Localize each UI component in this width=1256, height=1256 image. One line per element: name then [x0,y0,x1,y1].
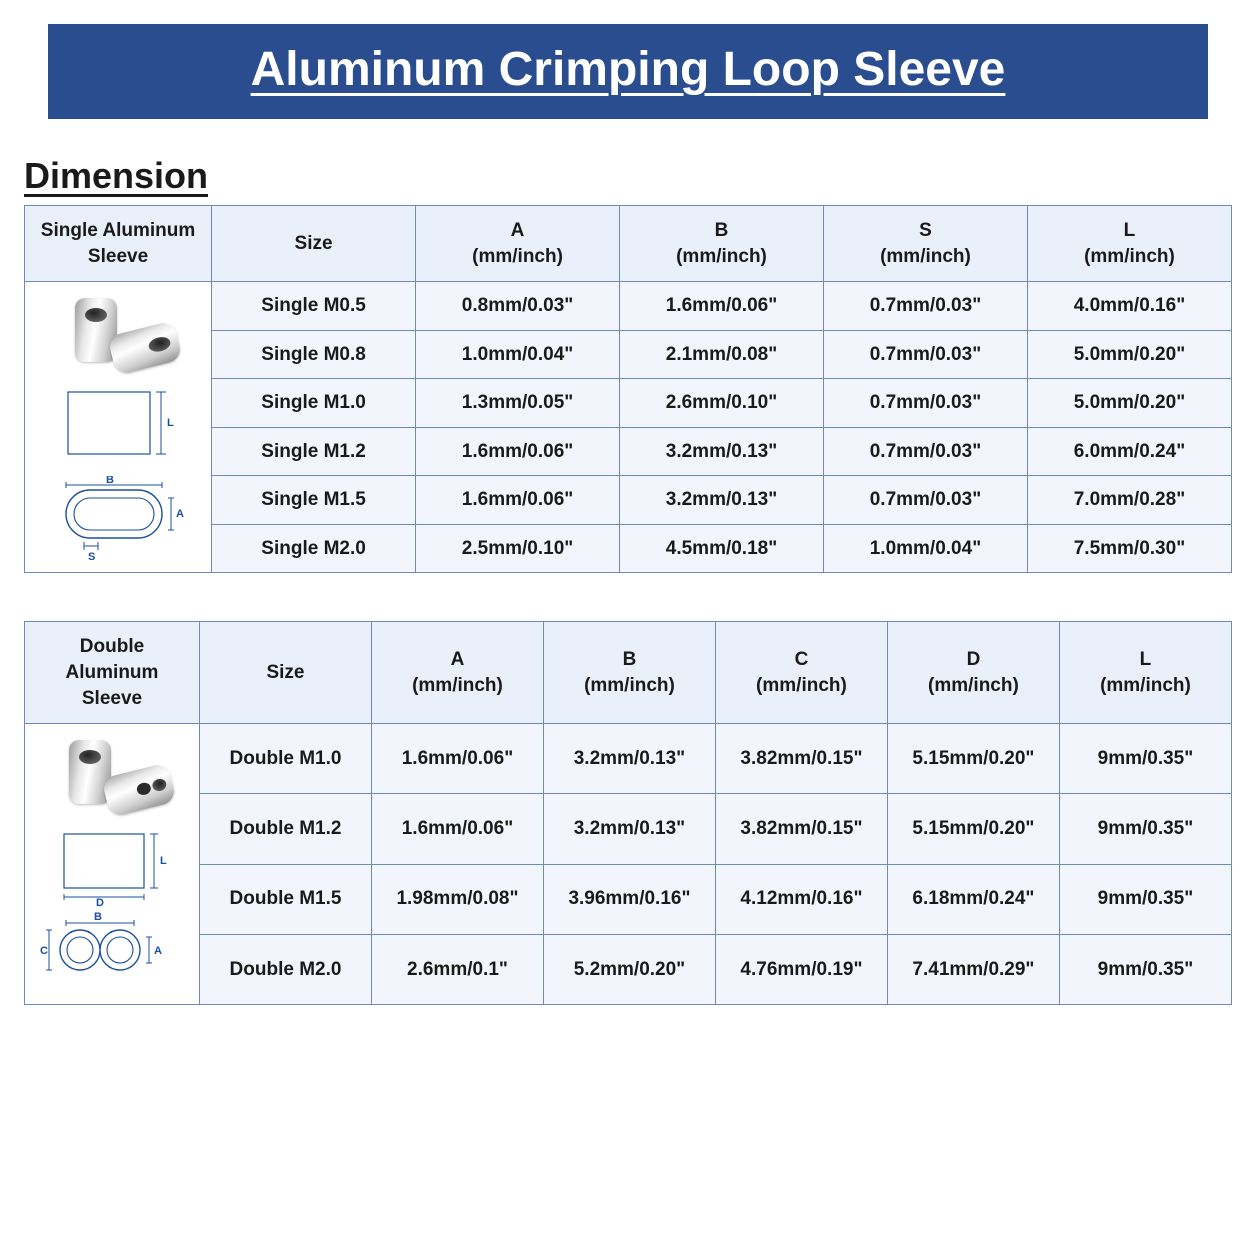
cell: 3.82mm/0.15" [715,724,887,794]
single-side-diagram-icon: L [56,386,180,470]
double-sleeve-table: Double Aluminum Sleeve Size A(mm/inch) B… [24,621,1232,1005]
table-row: L D B C [25,724,1232,794]
cell: 7.5mm/0.30" [1027,524,1231,573]
cell: 4.76mm/0.19" [715,934,887,1004]
cell: 6.0mm/0.24" [1027,427,1231,476]
cell: 4.5mm/0.18" [620,524,824,573]
col-c: C(mm/inch) [715,622,887,724]
double-label-header: Double Aluminum Sleeve [25,622,200,724]
table-row: L B A S [25,282,1232,331]
cell: 6.18mm/0.24" [887,864,1059,934]
col-l: L(mm/inch) [1059,622,1231,724]
cell: 0.7mm/0.03" [823,330,1027,379]
cell: 1.6mm/0.06" [416,427,620,476]
col-b: B(mm/inch) [543,622,715,724]
cell: 5.15mm/0.20" [887,724,1059,794]
cell: 4.12mm/0.16" [715,864,887,934]
cell: 3.2mm/0.13" [620,427,824,476]
table-header-row: Double Aluminum Sleeve Size A(mm/inch) B… [25,622,1232,724]
svg-text:D: D [96,897,104,906]
cell: 0.7mm/0.03" [823,427,1027,476]
cell: 5.0mm/0.20" [1027,379,1231,428]
cell: 5.15mm/0.20" [887,794,1059,864]
cell: 9mm/0.35" [1059,934,1231,1004]
cell: 5.0mm/0.20" [1027,330,1231,379]
cell: Double M1.2 [200,794,372,864]
cell: 7.41mm/0.29" [887,934,1059,1004]
page-title: Aluminum Crimping Loop Sleeve [251,43,1006,96]
cell: 3.2mm/0.13" [543,794,715,864]
single-end-diagram-icon: B A S [48,476,188,566]
cell: 0.7mm/0.03" [823,282,1027,331]
cell: 1.6mm/0.06" [371,794,543,864]
cell: 1.6mm/0.06" [620,282,824,331]
table-header-row: Single Aluminum Sleeve Size A(mm/inch) B… [25,206,1232,282]
cell: Single M1.5 [212,476,416,525]
double-side-diagram-icon: L D [48,828,176,906]
cell: 2.6mm/0.1" [371,934,543,1004]
single-sleeve-table: Single Aluminum Sleeve Size A(mm/inch) B… [24,205,1232,573]
single-label-header: Single Aluminum Sleeve [25,206,212,282]
cell: 3.2mm/0.13" [620,476,824,525]
col-a: A(mm/inch) [371,622,543,724]
double-sleeve-photo-icon [47,736,177,822]
cell: 2.6mm/0.10" [620,379,824,428]
cell: 2.1mm/0.08" [620,330,824,379]
single-sleeve-photo-icon [53,294,183,380]
cell: 2.5mm/0.10" [416,524,620,573]
double-end-diagram-icon: B C A [38,912,186,998]
cell: 0.7mm/0.03" [823,379,1027,428]
cell: 1.6mm/0.06" [416,476,620,525]
table-row: Double M1.21.6mm/0.06"3.2mm/0.13"3.82mm/… [25,794,1232,864]
cell: 1.0mm/0.04" [416,330,620,379]
cell: 1.3mm/0.05" [416,379,620,428]
col-a: A(mm/inch) [416,206,620,282]
section-heading: Dimension [24,155,1232,197]
cell: Double M1.0 [200,724,372,794]
col-l: L(mm/inch) [1027,206,1231,282]
svg-text:A: A [154,945,162,957]
col-s: S(mm/inch) [823,206,1027,282]
svg-text:S: S [88,551,95,563]
cell: 9mm/0.35" [1059,864,1231,934]
cell: 7.0mm/0.28" [1027,476,1231,525]
cell: 3.82mm/0.15" [715,794,887,864]
cell: Single M0.8 [212,330,416,379]
cell: 3.2mm/0.13" [543,724,715,794]
cell: 3.96mm/0.16" [543,864,715,934]
cell: 9mm/0.35" [1059,794,1231,864]
cell: Single M1.0 [212,379,416,428]
cell: 1.6mm/0.06" [371,724,543,794]
table-row: Double M2.02.6mm/0.1"5.2mm/0.20"4.76mm/0… [25,934,1232,1004]
cell: Double M1.5 [200,864,372,934]
cell: 0.8mm/0.03" [416,282,620,331]
svg-text:B: B [106,476,114,486]
svg-text:C: C [40,945,48,957]
cell: 1.0mm/0.04" [823,524,1027,573]
svg-text:L: L [160,855,167,867]
svg-text:A: A [176,508,184,520]
svg-text:L: L [167,417,174,429]
table-row: Double M1.51.98mm/0.08"3.96mm/0.16"4.12m… [25,864,1232,934]
cell: 5.2mm/0.20" [543,934,715,1004]
page-title-bar: Aluminum Crimping Loop Sleeve [48,24,1208,119]
cell: Double M2.0 [200,934,372,1004]
cell: Single M1.2 [212,427,416,476]
col-size: Size [212,206,416,282]
cell: Single M0.5 [212,282,416,331]
cell: 4.0mm/0.16" [1027,282,1231,331]
cell: 1.98mm/0.08" [371,864,543,934]
col-b: B(mm/inch) [620,206,824,282]
col-d: D(mm/inch) [887,622,1059,724]
single-sleeve-diagram-cell: L B A S [25,282,212,573]
cell: 0.7mm/0.03" [823,476,1027,525]
svg-text:B: B [94,912,102,923]
double-sleeve-diagram-cell: L D B C [25,724,200,1005]
cell: Single M2.0 [212,524,416,573]
col-size: Size [200,622,372,724]
cell: 9mm/0.35" [1059,724,1231,794]
